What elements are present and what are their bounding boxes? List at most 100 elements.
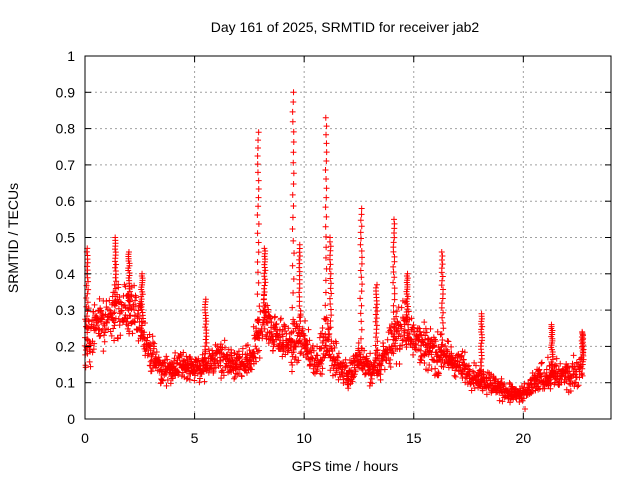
data-point: [468, 387, 475, 394]
data-point: [575, 360, 582, 367]
data-point: [239, 345, 246, 352]
data-point: [196, 379, 203, 386]
data-point: [576, 374, 583, 381]
data-point: [279, 353, 286, 360]
data-point: [569, 360, 576, 367]
data-point: [373, 315, 380, 322]
data-point: [254, 269, 261, 276]
data-point: [483, 391, 490, 398]
data-point: [570, 352, 577, 359]
data-point: [253, 358, 260, 365]
data-point: [548, 321, 555, 328]
data-point: [565, 362, 572, 369]
data-point: [372, 311, 379, 318]
data-point: [289, 214, 296, 221]
data-point: [422, 332, 429, 339]
data-point: [261, 314, 268, 321]
data-point: [438, 257, 445, 264]
data-point: [372, 342, 379, 349]
data-point: [398, 304, 405, 311]
data-point: [358, 318, 365, 325]
data-point: [327, 354, 334, 361]
data-point: [262, 248, 269, 255]
data-point: [384, 336, 391, 343]
data-point: [100, 348, 107, 355]
data-point: [331, 344, 338, 351]
data-point: [410, 321, 417, 328]
data-point: [357, 335, 364, 342]
data-point: [261, 245, 268, 252]
data-point: [328, 290, 335, 297]
data-point: [398, 323, 405, 330]
data-point: [183, 375, 190, 382]
data-point: [112, 249, 119, 256]
data-point: [296, 323, 303, 330]
data-point: [111, 319, 118, 326]
data-point: [322, 316, 329, 323]
data-point: [327, 234, 334, 241]
data-point: [128, 306, 135, 313]
data-point: [391, 285, 398, 292]
data-point: [289, 191, 296, 198]
data-point: [322, 114, 329, 121]
data-point: [319, 365, 326, 372]
data-point: [288, 359, 295, 366]
data-point: [261, 282, 268, 289]
data-point: [238, 373, 245, 380]
data-point: [412, 340, 419, 347]
data-point: [290, 349, 297, 356]
data-point: [374, 351, 381, 358]
data-point: [297, 312, 304, 319]
data-point: [448, 350, 455, 357]
data-point: [478, 331, 485, 338]
data-point: [451, 372, 458, 379]
data-point: [319, 325, 326, 332]
data-point: [381, 366, 388, 373]
data-point: [421, 319, 428, 326]
data-point: [112, 234, 119, 241]
data-point: [442, 343, 449, 350]
data-point: [289, 262, 296, 269]
data-point: [256, 303, 263, 310]
data-point: [396, 361, 403, 368]
data-point: [386, 360, 393, 367]
data-point: [267, 315, 274, 322]
data-point: [111, 281, 118, 288]
data-point: [83, 294, 90, 301]
y-tick-label: 0.5: [56, 230, 76, 246]
data-point: [310, 347, 317, 354]
data-point: [218, 375, 225, 382]
data-point: [125, 249, 132, 256]
data-point: [100, 332, 107, 339]
data-point: [472, 362, 479, 369]
data-point: [118, 308, 125, 315]
data-point: [186, 376, 193, 383]
data-point: [234, 370, 241, 377]
data-point: [202, 365, 209, 372]
data-point: [113, 261, 120, 268]
data-point: [520, 395, 527, 402]
data-point: [544, 354, 551, 361]
data-point: [391, 274, 398, 281]
data-point: [359, 281, 366, 288]
data-point: [343, 362, 350, 369]
data-point: [108, 332, 115, 339]
data-point: [346, 368, 353, 375]
data-point: [221, 344, 228, 351]
data-point: [501, 394, 508, 401]
data-point: [282, 323, 289, 330]
data-point: [316, 334, 323, 341]
data-point: [327, 275, 334, 282]
data-point: [404, 314, 411, 321]
data-point: [326, 266, 333, 273]
data-point: [146, 331, 153, 338]
data-point: [236, 354, 243, 361]
data-point: [391, 333, 398, 340]
data-point: [255, 186, 262, 193]
data-point: [444, 348, 451, 355]
data-point: [356, 349, 363, 356]
data-point: [217, 341, 224, 348]
data-point: [323, 149, 330, 156]
data-point: [372, 304, 379, 311]
data-point: [261, 303, 268, 310]
